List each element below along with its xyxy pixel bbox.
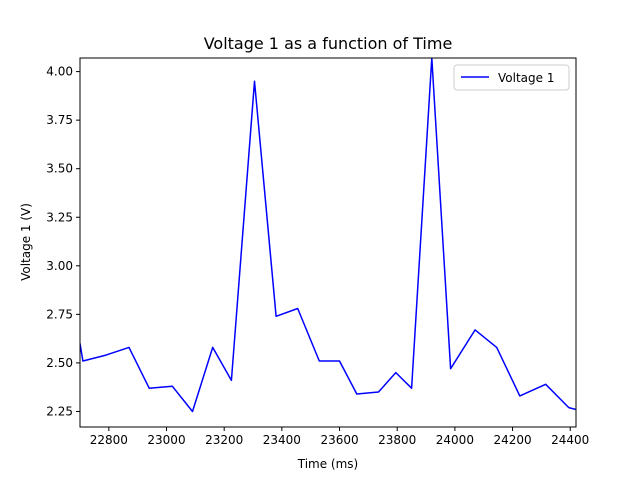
legend-box: [453, 64, 570, 91]
x-tick-label: 23200: [205, 433, 243, 447]
y-tick-label: 3.00: [46, 259, 73, 273]
plot-area: 22800 23000 23200 23400 23600 23800 24000 24200…: [46, 57, 589, 447]
x-tick-label: 23000: [147, 433, 185, 447]
y-tick-label: 2.50: [46, 356, 73, 370]
y-tick-label: 3.50: [46, 162, 73, 176]
y-tick-label: 2.25: [46, 404, 73, 418]
y-tick-label: 3.75: [46, 113, 73, 127]
x-tick-label: 24200: [493, 433, 531, 447]
series-line-voltage-1: [80, 58, 576, 413]
x-tick-label: 23600: [320, 433, 358, 447]
legend-label-voltage-1: Voltage 1: [498, 71, 554, 85]
chart-title: Voltage 1 as a function of Time: [204, 34, 453, 53]
x-tick-label: 23400: [263, 433, 301, 447]
y-axis-label: Voltage 1 (V): [19, 203, 33, 281]
axes-frame: [79, 57, 577, 428]
x-tick-label: 24000: [436, 433, 474, 447]
y-tick-label: 2.75: [46, 307, 73, 321]
x-axis-label: Time (ms): [297, 457, 359, 471]
x-tick-label: 23800: [378, 433, 416, 447]
x-tick-label: 22800: [90, 433, 128, 447]
y-tick-label: 4.00: [46, 65, 73, 79]
y-tick-label: 3.25: [46, 210, 73, 224]
legend: Voltage 1: [453, 64, 570, 91]
x-tick-label: 24400: [551, 433, 589, 447]
